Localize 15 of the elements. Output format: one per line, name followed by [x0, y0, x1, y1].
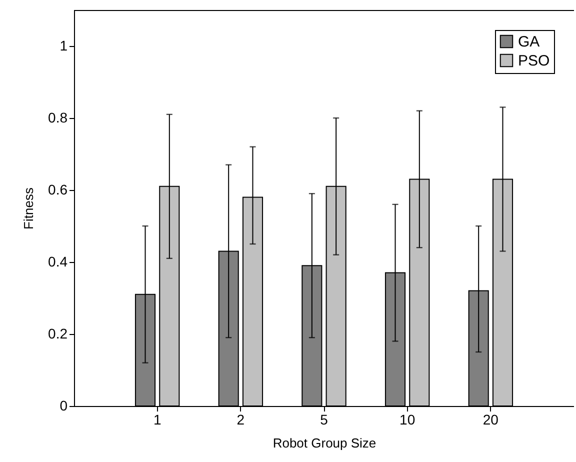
- x-tick-label: 1: [153, 412, 162, 428]
- y-tick-label: 0.6: [48, 182, 68, 198]
- y-axis-title: Fitness: [21, 187, 36, 230]
- legend-label: PSO: [518, 52, 550, 70]
- y-tick-label: 0.4: [48, 254, 68, 270]
- x-tick-label: 5: [320, 412, 328, 428]
- x-tick-label: 2: [236, 412, 245, 428]
- y-tick-label: 0: [60, 398, 68, 414]
- y-tick-label: 0.2: [48, 326, 68, 342]
- x-tick-label: 20: [482, 412, 499, 428]
- y-tick-label: 1: [60, 38, 68, 54]
- legend-label: GA: [518, 34, 540, 50]
- x-axis-title: Robot Group Size: [272, 436, 376, 450]
- x-tick-label: 10: [400, 412, 416, 428]
- y-tick-label: 0.8: [48, 110, 68, 126]
